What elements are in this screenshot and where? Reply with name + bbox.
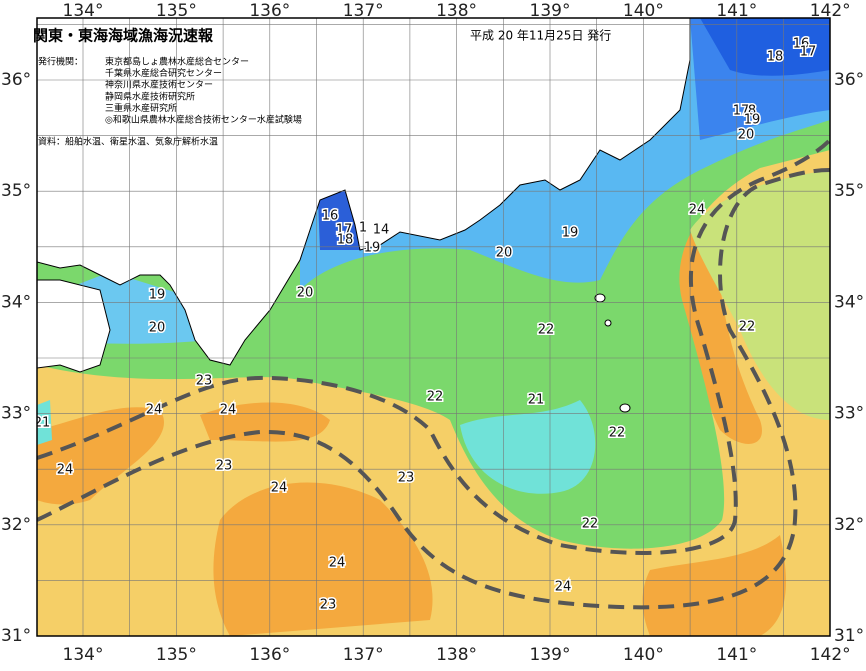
longitude-label: 134° (63, 645, 104, 665)
contour-label: 19 (364, 241, 381, 256)
longitude-label: 140° (623, 1, 664, 21)
latitude-label: 32° (834, 515, 864, 535)
latitude-label: 31° (834, 626, 864, 646)
longitude-label: 136° (249, 645, 290, 665)
contour-label: 24 (146, 403, 163, 418)
latitude-label: 34° (834, 292, 864, 312)
frame (36, 17, 831, 637)
land (37, 279, 111, 373)
contour-label: 1 (359, 221, 367, 236)
latitude-label: 32° (1, 515, 31, 535)
longitude-label: 134° (63, 1, 104, 21)
issuers: 東京都島しょ農林水産総合センター千葉県水産総合研究センター神奈川県水産技術センタ… (105, 56, 302, 126)
contour-label: 23 (398, 471, 415, 486)
latitude-label: 36° (834, 70, 864, 90)
longitude-label: 136° (249, 1, 290, 21)
contour-label: 22 (538, 323, 555, 338)
longitude-label: 142° (810, 645, 851, 665)
warm-patch (200, 402, 330, 442)
issuer: 神奈川県水産技術センター (105, 79, 213, 91)
contour-label: 17 (733, 104, 750, 119)
contour-label: 24 (555, 580, 572, 595)
issuer: 東京都島しょ農林水産総合センター (105, 56, 249, 68)
issuer: 千葉県水産総合研究センター (105, 67, 222, 79)
longitude-label: 142° (810, 1, 851, 21)
longitude-label: 137° (343, 1, 384, 21)
contour-label: 16 (793, 37, 810, 52)
sea-coldest (700, 18, 830, 76)
contour-label: 22 (609, 426, 626, 441)
longitude-label: 137° (343, 645, 384, 665)
warm-patch (642, 535, 786, 636)
issuer: ◎和歌山県農林水産総合技術センター水産試験場 (105, 114, 302, 126)
latitude-label: 33° (1, 404, 31, 424)
latitude-label: 36° (1, 70, 31, 90)
longitude-label: 138° (436, 645, 477, 665)
contour-label: 21 (34, 416, 51, 431)
longitude-label: 141° (716, 645, 757, 665)
sea-cool (460, 400, 596, 494)
contour-label: 16 (322, 209, 339, 224)
contour-label: 24 (329, 556, 346, 571)
kuroshio-axes (37, 138, 830, 610)
island (604, 319, 612, 327)
contour-label: 20 (297, 286, 314, 301)
longitude-label: 138° (436, 1, 477, 21)
issue-date: 平成 20 年11月25日 発行 (470, 29, 611, 43)
contour-label: 19 (562, 226, 579, 241)
island (594, 293, 606, 303)
data-source: 資料：船舶水温、衛星水温、気象庁解析水温 (38, 136, 218, 148)
sea-cool (37, 400, 52, 445)
longitude-label: 139° (530, 645, 571, 665)
contour-label: 23 (196, 374, 213, 389)
contour-label: 20 (738, 128, 755, 143)
contour-label: 17 (336, 223, 353, 238)
contour-label: 17 (800, 45, 817, 60)
contour-label: 18 (767, 50, 784, 65)
latitude-label: 35° (834, 181, 864, 201)
contour-label: 19 (744, 113, 761, 128)
warm-patch (660, 223, 762, 444)
kuroshio-line (37, 138, 830, 555)
contour-label: 20 (149, 321, 166, 336)
longitude-label: 140° (623, 645, 664, 665)
longitude-label: 141° (716, 1, 757, 21)
issuers-label: 発行機関： (38, 56, 83, 68)
contour-label: 22 (582, 517, 599, 532)
contour-label: 19 (149, 288, 166, 303)
latitude-label: 35° (1, 181, 31, 201)
islands (594, 293, 631, 413)
warm-patch (37, 407, 164, 505)
contour-label: 22 (427, 390, 444, 405)
contour-label: 8 (748, 104, 756, 119)
issuer: 三重県水産研究所 (105, 102, 177, 114)
contour-label: 14 (373, 223, 390, 238)
contour-label: 24 (57, 463, 74, 478)
warm-patch (213, 482, 433, 636)
latitude-label: 31° (1, 626, 31, 646)
longitude-label: 135° (156, 1, 197, 21)
graticule (37, 18, 830, 636)
island (619, 403, 631, 413)
latitude-label: 33° (834, 404, 864, 424)
contour-label: 22 (739, 320, 756, 335)
contour-label: 18 (337, 233, 354, 248)
contour-label: 21 (528, 393, 545, 408)
contour-label: 24 (220, 403, 237, 418)
contour-label: 23 (320, 598, 337, 613)
contour-label: 24 (271, 481, 288, 496)
contour-label: 23 (216, 459, 233, 474)
title: 関東・東海海域漁海況速報 (33, 27, 214, 45)
latitude-label: 34° (1, 292, 31, 312)
contour-label: 24 (689, 203, 706, 218)
longitude-label: 135° (156, 645, 197, 665)
longitude-label: 139° (530, 1, 571, 21)
contour-label: 20 (496, 246, 513, 261)
issuer: 静岡県水産技術研究所 (105, 90, 195, 102)
